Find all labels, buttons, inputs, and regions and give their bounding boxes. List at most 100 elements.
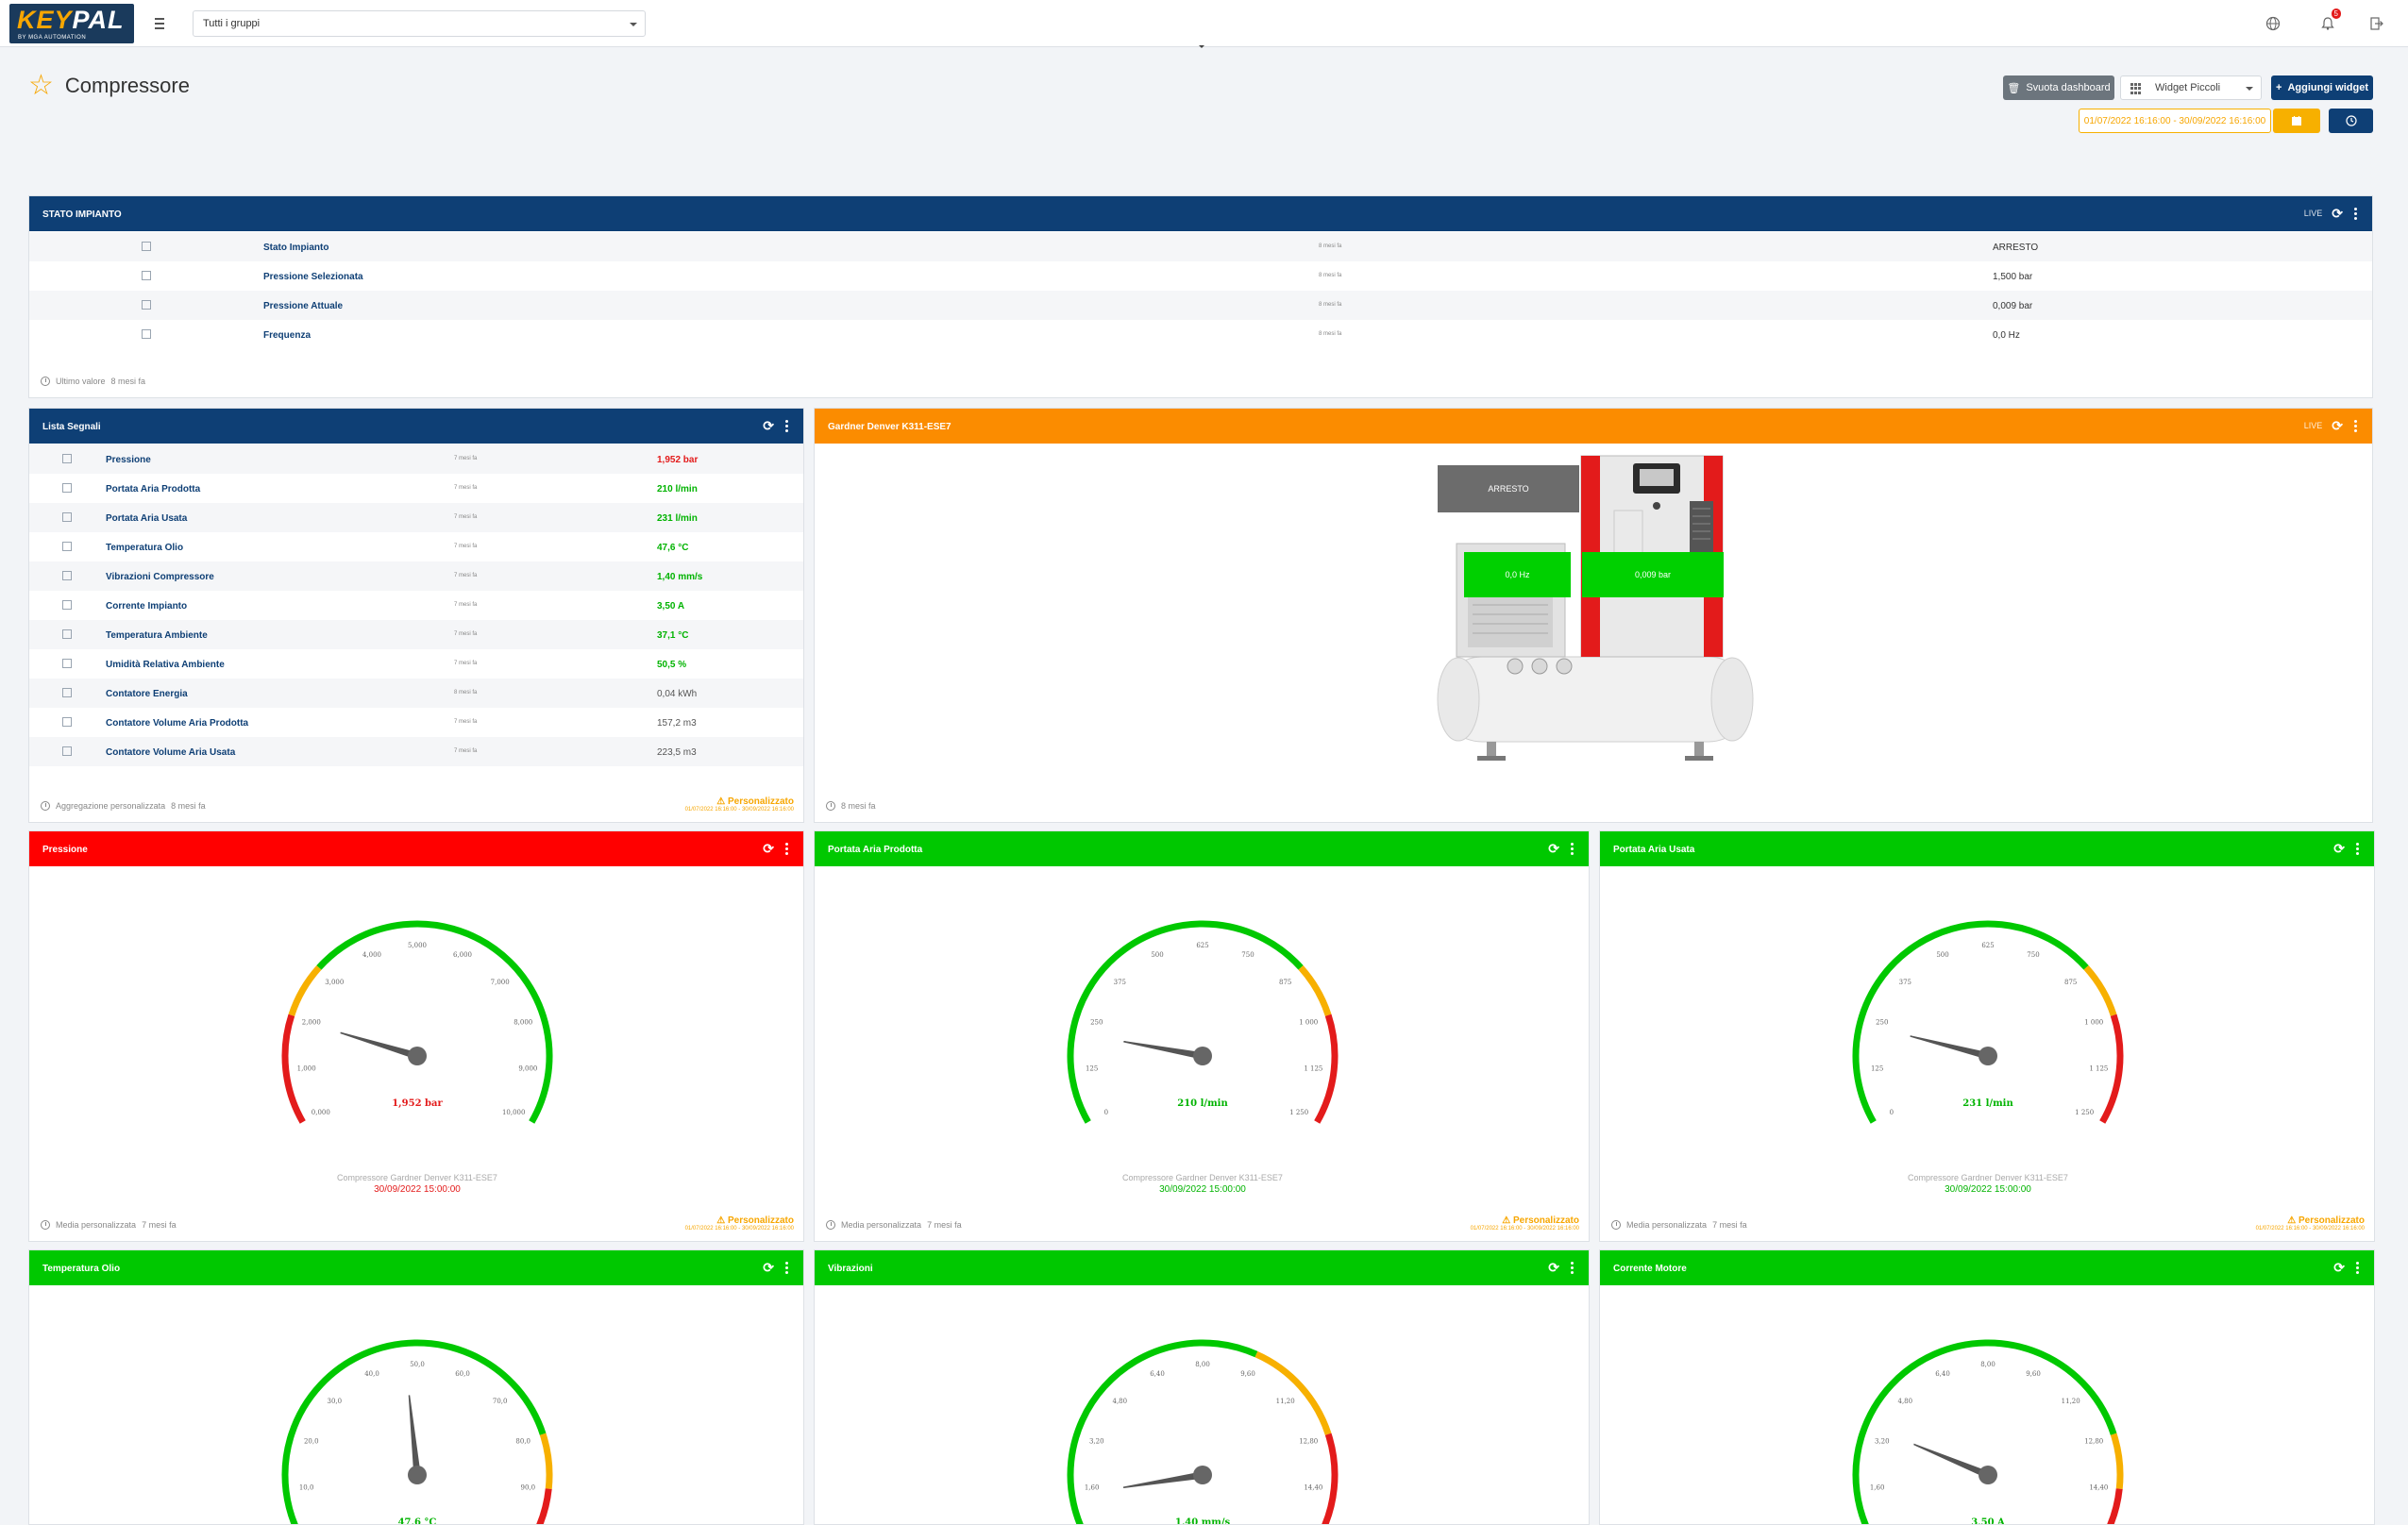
gauge-tick-label: 11,20	[1276, 1398, 1295, 1405]
chart-toggle-icon[interactable]	[62, 512, 72, 522]
status-row[interactable]: Pressione Attuale 8 mesi fa 0,009 bar	[29, 291, 2372, 320]
refresh-icon[interactable]: ⟳	[2332, 418, 2343, 433]
refresh-icon[interactable]: ⟳	[763, 418, 774, 433]
row-value: 0,0 Hz	[1993, 330, 2020, 341]
footer-label: Media personalizzata	[56, 1220, 137, 1230]
signal-row[interactable]: Portata Aria Usata 7 mesi fa 231 l/min	[29, 503, 803, 532]
chart-toggle-icon[interactable]	[62, 600, 72, 610]
signal-ago: 7 mesi fa	[454, 748, 478, 754]
group-select-value: Tutti i gruppi	[203, 18, 261, 29]
status-row[interactable]: Frequenza 8 mesi fa 0,0 Hz	[29, 320, 2372, 349]
gauge-tick-label: 1,000	[297, 1064, 316, 1072]
footer-ago: 7 mesi fa	[1712, 1220, 1747, 1230]
chart-toggle-icon[interactable]	[62, 688, 72, 697]
more-options-icon[interactable]	[783, 419, 790, 432]
gauge-dial: 0,000 1,000 2,000 3,000 4,000 5,000 6,000 7,000…	[281, 920, 553, 1124]
gauge-tick-label: 4,80	[1898, 1398, 1913, 1405]
gauge-tick-label: 9,60	[2026, 1370, 2041, 1378]
refresh-icon[interactable]: ⟳	[1548, 1260, 1559, 1275]
chart-toggle-icon[interactable]	[142, 329, 151, 339]
chart-toggle-icon[interactable]	[62, 746, 72, 756]
refresh-icon[interactable]: ⟳	[763, 1260, 774, 1275]
signal-row[interactable]: Contatore Energia 8 mesi fa 0,04 kWh	[29, 679, 803, 708]
signal-row[interactable]: Vibrazioni Compressore 7 mesi fa 1,40 mm/s	[29, 561, 803, 591]
gauge-tick-label: 8,000	[514, 1019, 532, 1027]
gauge-tick-label: 1,60	[1870, 1483, 1885, 1491]
refresh-icon[interactable]: ⟳	[2332, 206, 2343, 221]
menu-toggle-icon[interactable]	[149, 13, 170, 34]
trash-icon: 🗑	[2007, 82, 2021, 94]
collapse-caret-icon[interactable]	[1199, 45, 1204, 48]
signal-row[interactable]: Temperatura Ambiente 7 mesi fa 37,1 °C	[29, 620, 803, 649]
gauge-tick-label: 1 000	[2084, 1019, 2103, 1027]
time-button[interactable]	[2329, 109, 2373, 133]
gauge-tick-label: 8,00	[1980, 1361, 1995, 1368]
gauge-source: Compressore Gardner Denver K311-ESE7	[1908, 1173, 2068, 1182]
gauge-band	[316, 920, 553, 1124]
refresh-icon[interactable]: ⟳	[2333, 1260, 2345, 1275]
chevron-down-icon	[2246, 87, 2253, 91]
chart-toggle-icon[interactable]	[62, 483, 72, 493]
refresh-icon[interactable]: ⟳	[2333, 841, 2345, 856]
gauge-hub	[408, 1047, 427, 1065]
favorite-star-icon[interactable]: ☆	[28, 70, 54, 101]
gauge-tick-label: 625	[1196, 942, 1208, 949]
clear-dashboard-button[interactable]: 🗑 Svuota dashboard	[2003, 75, 2114, 100]
custom-period: ⚠ Personalizzato 01/07/2022 16:16:00 - 30…	[2256, 1215, 2365, 1232]
signal-row[interactable]: Umidità Relativa Ambiente 7 mesi fa 50,5 %	[29, 649, 803, 679]
widget-footer: Ultimo valore 8 mesi fa	[41, 377, 145, 386]
chart-toggle-icon[interactable]	[62, 542, 72, 551]
signal-row[interactable]: Pressione 7 mesi fa 1,952 bar	[29, 444, 803, 474]
bell-icon[interactable]: 5	[2316, 8, 2341, 35]
chart-toggle-icon[interactable]	[62, 454, 72, 463]
signal-label: Vibrazioni Compressore	[106, 572, 214, 582]
more-options-icon[interactable]	[2354, 1261, 2361, 1274]
signal-ago: 7 mesi fa	[454, 544, 478, 549]
signal-value: 37,1 °C	[657, 630, 689, 641]
chart-toggle-icon[interactable]	[62, 659, 72, 668]
chart-toggle-icon[interactable]	[142, 271, 151, 280]
signal-row[interactable]: Temperatura Olio 7 mesi fa 47,6 °C	[29, 532, 803, 561]
calendar-button[interactable]	[2273, 109, 2320, 133]
add-widget-button[interactable]: + Aggiungi widget	[2271, 75, 2373, 100]
chart-toggle-icon[interactable]	[142, 242, 151, 251]
gauge-band	[2083, 964, 2117, 1016]
gauge-tick-label: 1 125	[2089, 1064, 2108, 1072]
signal-row[interactable]: Corrente Impianto 7 mesi fa 3,50 A	[29, 591, 803, 620]
more-options-icon[interactable]	[2354, 842, 2361, 855]
refresh-icon[interactable]: ⟳	[763, 841, 774, 856]
chart-toggle-icon[interactable]	[62, 629, 72, 639]
status-row[interactable]: Stato Impianto 8 mesi fa ARRESTO	[29, 232, 2372, 261]
globe-icon[interactable]	[2262, 12, 2284, 35]
more-options-icon[interactable]	[1569, 842, 1575, 855]
date-range-input[interactable]: 01/07/2022 16:16:00 - 30/09/2022 16:16:0…	[2079, 109, 2271, 133]
widget-size-value: Widget Piccoli	[2155, 82, 2221, 93]
more-options-icon[interactable]	[2352, 419, 2359, 432]
clock-icon	[41, 801, 50, 811]
custom-label: Personalizzato	[727, 796, 794, 807]
chart-toggle-icon[interactable]	[142, 300, 151, 310]
more-options-icon[interactable]	[783, 1261, 790, 1274]
refresh-icon[interactable]: ⟳	[1548, 841, 1559, 856]
chart-toggle-icon[interactable]	[62, 717, 72, 727]
signal-row[interactable]: Contatore Volume Aria Usata 7 mesi fa 223,…	[29, 737, 803, 766]
keypal-logo[interactable]: KEYPAL BY MGA AUTOMATION	[9, 4, 134, 43]
more-options-icon[interactable]	[783, 842, 790, 855]
signal-row[interactable]: Portata Aria Prodotta 7 mesi fa 210 l/min	[29, 474, 803, 503]
row-ago: 8 mesi fa	[1319, 331, 1342, 337]
page-title: ☆ Compressore	[28, 72, 190, 100]
gauge-tick-label: 40,0	[364, 1370, 379, 1378]
logout-icon[interactable]	[2366, 12, 2388, 35]
signal-label: Contatore Volume Aria Usata	[106, 747, 236, 758]
more-options-icon[interactable]	[2352, 207, 2359, 220]
footer-ago: 8 mesi fa	[110, 377, 146, 386]
more-options-icon[interactable]	[1569, 1261, 1575, 1274]
signal-row[interactable]: Contatore Volume Aria Prodotta 7 mesi fa 1…	[29, 708, 803, 737]
group-select[interactable]: Tutti i gruppi	[193, 10, 646, 37]
status-row[interactable]: Pressione Selezionata 8 mesi fa 1,500 bar	[29, 261, 2372, 291]
widget-size-select[interactable]: Widget Piccoli	[2120, 75, 2262, 100]
signal-label: Umidità Relativa Ambiente	[106, 660, 225, 670]
chart-toggle-icon[interactable]	[62, 571, 72, 580]
clock-icon	[41, 1220, 50, 1230]
top-bar: KEYPAL BY MGA AUTOMATION Tutti i gruppi …	[0, 0, 2408, 47]
